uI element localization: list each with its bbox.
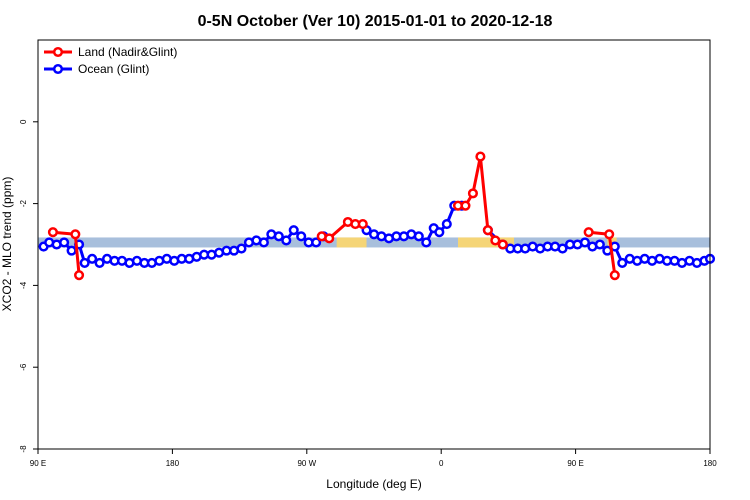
ocean-point: [87, 253, 98, 264]
axes: 90 E 180 90 W 0 90 E 180 0 -2 -4 -6 -8: [19, 119, 717, 468]
x-tick-label: 90 E: [30, 459, 46, 468]
land-series-line: [458, 155, 504, 246]
land-point: [324, 233, 335, 244]
ocean-point: [236, 243, 247, 254]
y-tick-label: -6: [19, 363, 28, 371]
y-tick-label: -4: [19, 281, 28, 289]
y-axis-label: XCO2 - MLO trend (ppm): [0, 177, 14, 312]
chart-title: 0-5N October (Ver 10) 2015-01-01 to 2020…: [198, 13, 553, 30]
ocean-point: [66, 245, 77, 256]
y-tick-label: 0: [19, 119, 28, 124]
series-layer: [38, 151, 716, 281]
y-tick-label: -2: [19, 199, 28, 207]
ocean-point: [79, 257, 90, 268]
x-tick-label: 0: [439, 459, 444, 468]
band-highlight: [336, 237, 367, 248]
ocean-point: [281, 235, 292, 246]
ocean-point: [557, 243, 568, 254]
legend-ocean-label: Ocean (Glint): [78, 62, 149, 76]
legend-land-marker: [52, 46, 64, 58]
land-point: [467, 188, 478, 199]
y-tick-label: -8: [19, 445, 28, 453]
band-bar: [38, 237, 710, 248]
ocean-point: [273, 231, 284, 242]
ocean-point: [594, 239, 605, 250]
x-tick-label: 90 E: [567, 459, 583, 468]
land-point: [475, 151, 486, 162]
ocean-point: [441, 219, 452, 230]
land-point: [74, 270, 85, 281]
ocean-point: [288, 225, 299, 236]
plot-frame: [37, 39, 711, 450]
land-point: [460, 200, 471, 211]
x-axis-label: Longitude (deg E): [326, 477, 421, 491]
land-point: [583, 227, 594, 238]
x-tick-label: 180: [166, 459, 180, 468]
ocean-point: [617, 257, 628, 268]
x-tick-label: 90 W: [297, 459, 316, 468]
ocean-point: [311, 237, 322, 248]
land-point: [490, 235, 501, 246]
legend-ocean-marker: [52, 63, 64, 75]
ocean-point: [413, 231, 424, 242]
land-point: [609, 270, 620, 281]
legend-land-label: Land (Nadir&Glint): [78, 45, 177, 59]
land-point: [47, 227, 58, 238]
ocean-point: [59, 237, 70, 248]
land-point: [70, 229, 81, 240]
land-point: [357, 219, 368, 230]
ocean-point: [94, 257, 105, 268]
ocean-point: [258, 237, 269, 248]
land-point: [482, 225, 493, 236]
land-point: [497, 239, 508, 250]
legend: Land (Nadir&Glint) Ocean (Glint): [44, 45, 177, 76]
band-highlight: [458, 237, 514, 248]
ocean-point: [421, 237, 432, 248]
ocean-point: [579, 237, 590, 248]
land-point: [604, 229, 615, 240]
ocean-point: [434, 227, 445, 238]
x-tick-label: 180: [703, 459, 717, 468]
ocean-point: [296, 231, 307, 242]
